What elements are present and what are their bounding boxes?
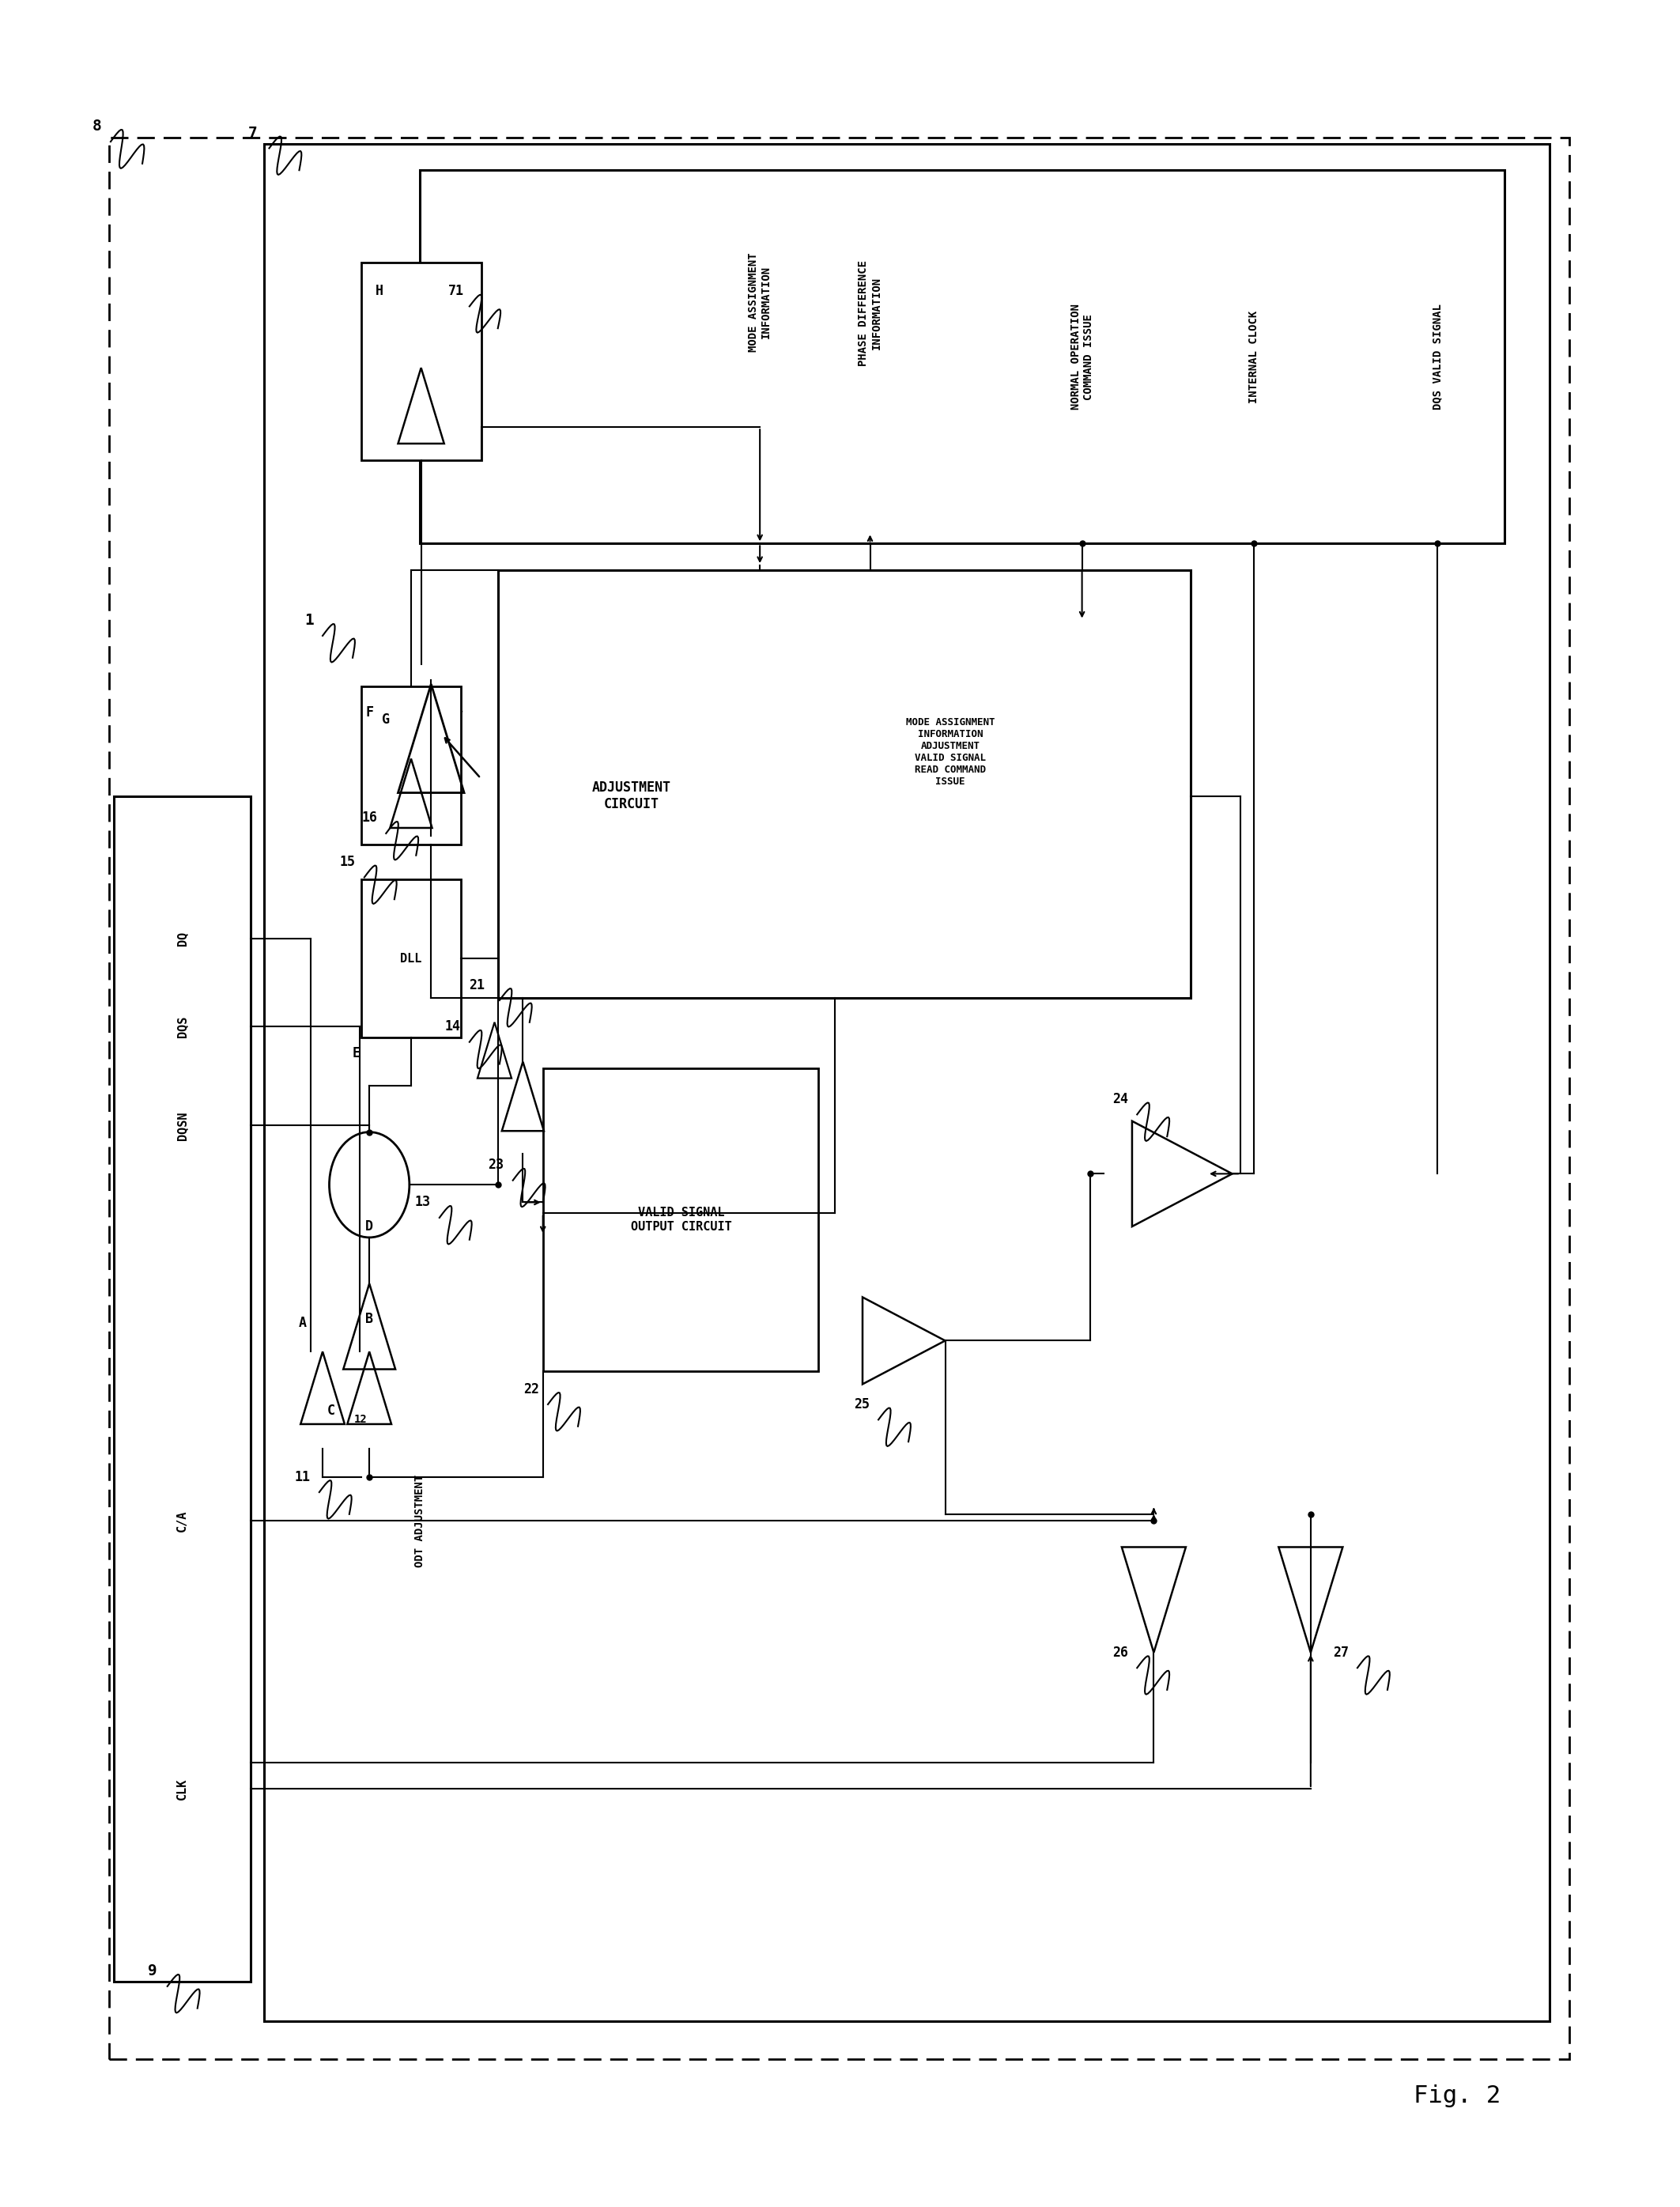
- Bar: [361, 881, 460, 1037]
- Text: 25: 25: [853, 1397, 870, 1412]
- Bar: [109, 137, 1569, 2059]
- Text: Fig. 2: Fig. 2: [1415, 2086, 1502, 2108]
- Text: H: H: [375, 285, 383, 298]
- Text: DQS VALID SIGNAL: DQS VALID SIGNAL: [1431, 305, 1443, 411]
- Bar: [543, 1068, 818, 1371]
- Bar: [361, 686, 460, 845]
- Text: 71: 71: [449, 285, 464, 298]
- Text: MODE ASSIGNMENT
INFORMATION: MODE ASSIGNMENT INFORMATION: [748, 252, 771, 351]
- Text: INTERNAL CLOCK: INTERNAL CLOCK: [1248, 311, 1260, 404]
- Text: 14: 14: [445, 1020, 460, 1033]
- Text: DQSN: DQSN: [176, 1110, 188, 1139]
- Text: B: B: [365, 1311, 373, 1326]
- Text: MODE ASSIGNMENT
INFORMATION
ADJUSTMENT
VALID SIGNAL
READ COMMAND
ISSUE: MODE ASSIGNMENT INFORMATION ADJUSTMENT V…: [906, 717, 995, 788]
- Text: NORMAL OPERATION
COMMAND ISSUE: NORMAL OPERATION COMMAND ISSUE: [1070, 305, 1094, 411]
- Text: 9: 9: [148, 1964, 156, 1977]
- Bar: [264, 143, 1549, 2022]
- Text: 23: 23: [489, 1159, 504, 1172]
- Text: 11: 11: [294, 1470, 311, 1483]
- Text: 21: 21: [469, 978, 484, 991]
- Text: DQS: DQS: [176, 1015, 188, 1037]
- Text: F: F: [365, 706, 373, 719]
- Text: 24: 24: [1112, 1092, 1129, 1106]
- Bar: [420, 170, 1504, 543]
- Text: 13: 13: [415, 1196, 430, 1209]
- Text: G: G: [381, 713, 390, 726]
- Bar: [361, 263, 480, 459]
- Text: D: D: [365, 1218, 373, 1234]
- Text: ADJUSTMENT
CIRCUIT: ADJUSTMENT CIRCUIT: [591, 781, 670, 812]
- Text: 7: 7: [249, 126, 257, 141]
- Text: DQ: DQ: [176, 931, 188, 947]
- Text: 27: 27: [1332, 1646, 1349, 1660]
- Text: 15: 15: [339, 854, 356, 870]
- Text: A: A: [299, 1315, 306, 1331]
- Text: DLL: DLL: [400, 953, 422, 964]
- Text: ODT ADJUSTMENT: ODT ADJUSTMENT: [413, 1474, 425, 1567]
- Text: 22: 22: [524, 1382, 539, 1397]
- Text: C/A: C/A: [176, 1510, 188, 1532]
- Text: E: E: [353, 1046, 360, 1059]
- Bar: [114, 797, 250, 1982]
- Text: 12: 12: [354, 1415, 368, 1426]
- Text: C: C: [328, 1404, 334, 1419]
- Text: PHASE DIFFERENCE
INFORMATION: PHASE DIFFERENCE INFORMATION: [858, 260, 882, 366]
- Text: VALID SIGNAL
OUTPUT CIRCUIT: VALID SIGNAL OUTPUT CIRCUIT: [632, 1207, 732, 1234]
- Bar: [497, 569, 1191, 998]
- Text: CLK: CLK: [176, 1779, 188, 1799]
- Text: 8: 8: [92, 119, 102, 135]
- Text: 1: 1: [304, 614, 314, 627]
- Text: 26: 26: [1112, 1646, 1129, 1660]
- Text: 16: 16: [361, 810, 378, 825]
